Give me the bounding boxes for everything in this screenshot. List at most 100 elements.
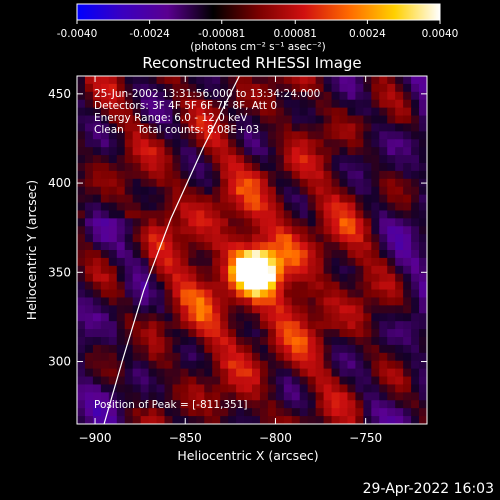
heatmap-cell (283, 178, 293, 188)
heatmap-cell (244, 99, 253, 109)
heatmap-cell (132, 218, 142, 227)
heatmap-cell (252, 297, 261, 306)
heatmap-cell (148, 218, 158, 227)
annotation-block: 25-Jun-2002 13:31:56.000 to 13:34:24.000… (94, 88, 320, 136)
heatmap-cell (411, 242, 420, 251)
heatmap-cell (108, 123, 118, 132)
heatmap-cell (283, 337, 293, 346)
heatmap-cell (156, 210, 166, 219)
heatmap-cell (323, 400, 333, 409)
colorbar-ticks: -0.0040 -0.0024 -0.00081 0.00081 0.0024 0.004… (57, 20, 458, 40)
heatmap-cell (371, 313, 380, 322)
heatmap-cell (315, 202, 325, 212)
heatmap-cell (228, 265, 237, 275)
annotation-energy-range: Energy Range: 6.0 - 12.0 keV (94, 112, 248, 124)
heatmap-cell (403, 242, 412, 251)
heatmap-cell (228, 352, 237, 362)
heatmap-cell (228, 99, 237, 109)
heatmap-cell (267, 305, 277, 314)
heatmap-cell (275, 163, 285, 172)
heatmap-cell (331, 107, 341, 117)
heatmap-cell (140, 384, 150, 393)
heatmap-cell (355, 257, 364, 267)
heatmap-cell (132, 250, 142, 259)
heatmap-cell (347, 408, 357, 417)
heatmap-cell (267, 242, 277, 251)
heatmap-cell (84, 408, 94, 417)
heatmap-cell (355, 400, 364, 409)
heatmap-cell (172, 297, 182, 306)
heatmap-cell (259, 289, 269, 299)
heatmap-cell (156, 155, 166, 164)
heatmap-cell (148, 352, 158, 362)
heatmap-cell (196, 289, 205, 299)
heatmap-cell (92, 289, 102, 299)
heatmap-cell (252, 76, 261, 85)
heatmap-cell (156, 115, 166, 125)
heatmap-cell (164, 360, 174, 370)
heatmap-cell (244, 115, 253, 125)
heatmap-cell (299, 329, 309, 338)
heatmap-cell (84, 186, 94, 196)
heatmap-cell (77, 281, 86, 291)
heatmap-cell (275, 226, 285, 235)
heatmap-cell (411, 344, 420, 354)
heatmap-cell (228, 226, 237, 235)
heatmap-cell (252, 265, 261, 275)
heatmap-cell (236, 178, 245, 188)
heatmap-cell (148, 344, 158, 354)
heatmap-cell (220, 76, 229, 85)
heatmap-cell (188, 155, 197, 164)
heatmap-cell (291, 313, 301, 322)
heatmap-cell (92, 400, 102, 409)
heatmap-cell (244, 416, 253, 424)
heatmap-cell (100, 384, 110, 393)
heatmap-cell (84, 281, 94, 291)
heatmap-cell (180, 123, 189, 132)
heatmap-cell (188, 344, 197, 354)
heatmap-cell (172, 194, 182, 204)
heatmap-cell (164, 178, 174, 188)
heatmap-cell (116, 170, 126, 180)
heatmap-cell (244, 368, 253, 378)
heatmap-cell (267, 194, 277, 204)
heatmap-cell (315, 131, 325, 140)
heatmap-cell (116, 250, 126, 259)
heatmap-cell (244, 123, 253, 132)
heatmap-cell (132, 368, 142, 378)
heatmap-cell (339, 352, 349, 362)
heatmap-cell (180, 289, 189, 299)
heatmap-cell (323, 257, 333, 267)
heatmap-cell (403, 297, 412, 306)
heatmap-cell (196, 178, 205, 188)
heatmap-cell (204, 123, 213, 132)
heatmap-cell (140, 107, 150, 117)
colorbar-tick-label: 0.0024 (349, 28, 386, 40)
heatmap-cell (140, 170, 150, 180)
heatmap-cell (331, 297, 341, 306)
heatmap-cell (100, 147, 110, 156)
heatmap-cell (291, 226, 301, 235)
heatmap-cell (172, 281, 182, 291)
heatmap-cell (363, 392, 372, 401)
heatmap-cell (164, 297, 174, 306)
heatmap-cell (132, 163, 142, 172)
heatmap-cell (84, 289, 94, 299)
heatmap-cell (339, 305, 349, 314)
heatmap-cell (363, 416, 372, 424)
heatmap-cell (275, 123, 285, 132)
heatmap-cell (403, 408, 412, 417)
heatmap-cell (188, 76, 197, 85)
heatmap-cell (116, 123, 126, 132)
heatmap-cell (220, 344, 229, 354)
heatmap-cell (204, 281, 213, 291)
heatmap-cell (291, 76, 301, 85)
heatmap-cell (188, 242, 197, 251)
heatmap-cell (259, 337, 269, 346)
heatmap-cell (291, 202, 301, 212)
heatmap-cell (355, 76, 364, 85)
heatmap-cell (124, 202, 134, 212)
heatmap-cell (395, 186, 404, 196)
heatmap-cell (395, 321, 404, 330)
heatmap-cell (124, 257, 134, 267)
